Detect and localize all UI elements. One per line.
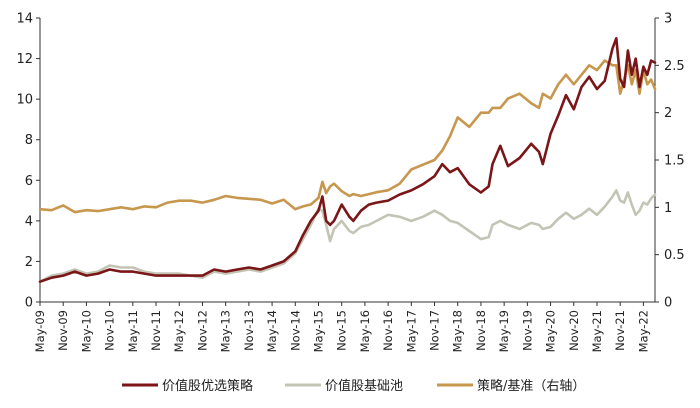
y-right-tick-label: 2 — [664, 106, 672, 121]
series-layer — [38, 37, 657, 283]
legend-item-strategy[interactable]: 价值股优选策略 — [122, 378, 253, 394]
y-right-tick-label: 3 — [664, 12, 672, 27]
x-tick-label: Nov-19 — [520, 310, 534, 351]
legend-item-base-pool[interactable]: 价值股基础池 — [285, 378, 403, 394]
y-right-tick-label: 1.5 — [664, 154, 685, 169]
y-left-tick-label: 14 — [16, 12, 33, 27]
x-tick-label: Nov-17 — [428, 310, 442, 351]
y-right-tick-label: 1 — [664, 201, 672, 216]
y-left-tick-label: 4 — [25, 214, 33, 229]
y-left-tick-label: 2 — [25, 255, 33, 270]
legend-item-ratio[interactable]: 策略/基准（右轴） — [437, 378, 585, 394]
x-tick-label: May-11 — [126, 310, 140, 352]
y-left-tick-label: 8 — [25, 133, 33, 148]
x-tick-label: May-21 — [590, 310, 604, 352]
x-tick-label: Nov-13 — [242, 310, 256, 351]
legend-label-strategy: 价值股优选策略 — [162, 378, 253, 394]
y-left-tick-label: 10 — [16, 93, 33, 108]
x-tick-label: May-19 — [497, 310, 511, 352]
y-left-tick-label: 0 — [25, 296, 33, 311]
x-tick-label: May-09 — [33, 310, 47, 352]
y-left-tick-label: 6 — [25, 174, 33, 189]
x-tick-label: May-14 — [265, 310, 279, 352]
series-line-base-pool — [38, 189, 657, 283]
x-tick-label: May-20 — [544, 310, 558, 352]
y-right-tick-label: 0.5 — [664, 248, 685, 263]
x-tick-label: May-16 — [358, 310, 372, 352]
y-left-tick-label: 12 — [16, 52, 33, 67]
series-line-strategy — [38, 37, 657, 283]
x-tick-label: Nov-10 — [103, 310, 117, 351]
y-right-tick-label: 0 — [664, 296, 672, 311]
x-tick-label: May-15 — [311, 310, 325, 352]
x-tick-label: Nov-18 — [474, 310, 488, 351]
x-tick-label: Nov-15 — [335, 310, 349, 351]
x-tick-label: Nov-16 — [381, 310, 395, 351]
y-right-tick-label: 2.5 — [664, 59, 685, 74]
x-tick-label: May-12 — [172, 310, 186, 352]
x-tick-label: May-17 — [404, 310, 418, 352]
x-tick-label: Nov-20 — [567, 310, 581, 351]
x-tick-label: May-13 — [219, 310, 233, 352]
axes: 0 2 4 6 8 10 12 14 0 0.5 1 1.5 2 2.5 3 May-09 Nov-09 May-… — [16, 12, 684, 353]
x-tick-label: May-10 — [79, 310, 93, 352]
x-tick-label: Nov-11 — [149, 310, 163, 351]
x-tick-label: Nov-12 — [195, 310, 209, 351]
series-line-ratio — [38, 59, 657, 214]
legend-label-ratio: 策略/基准（右轴） — [477, 378, 585, 394]
x-tick-label: May-18 — [451, 310, 465, 352]
x-tick-label: Nov-21 — [613, 310, 627, 351]
x-tick-label: Nov-09 — [56, 310, 70, 351]
x-tick-label: Nov-14 — [288, 310, 302, 351]
x-tick-label: May-22 — [636, 310, 650, 352]
legend-label-base-pool: 价值股基础池 — [325, 378, 403, 394]
legend: 价值股优选策略 价值股基础池 策略/基准（右轴） — [122, 378, 585, 394]
